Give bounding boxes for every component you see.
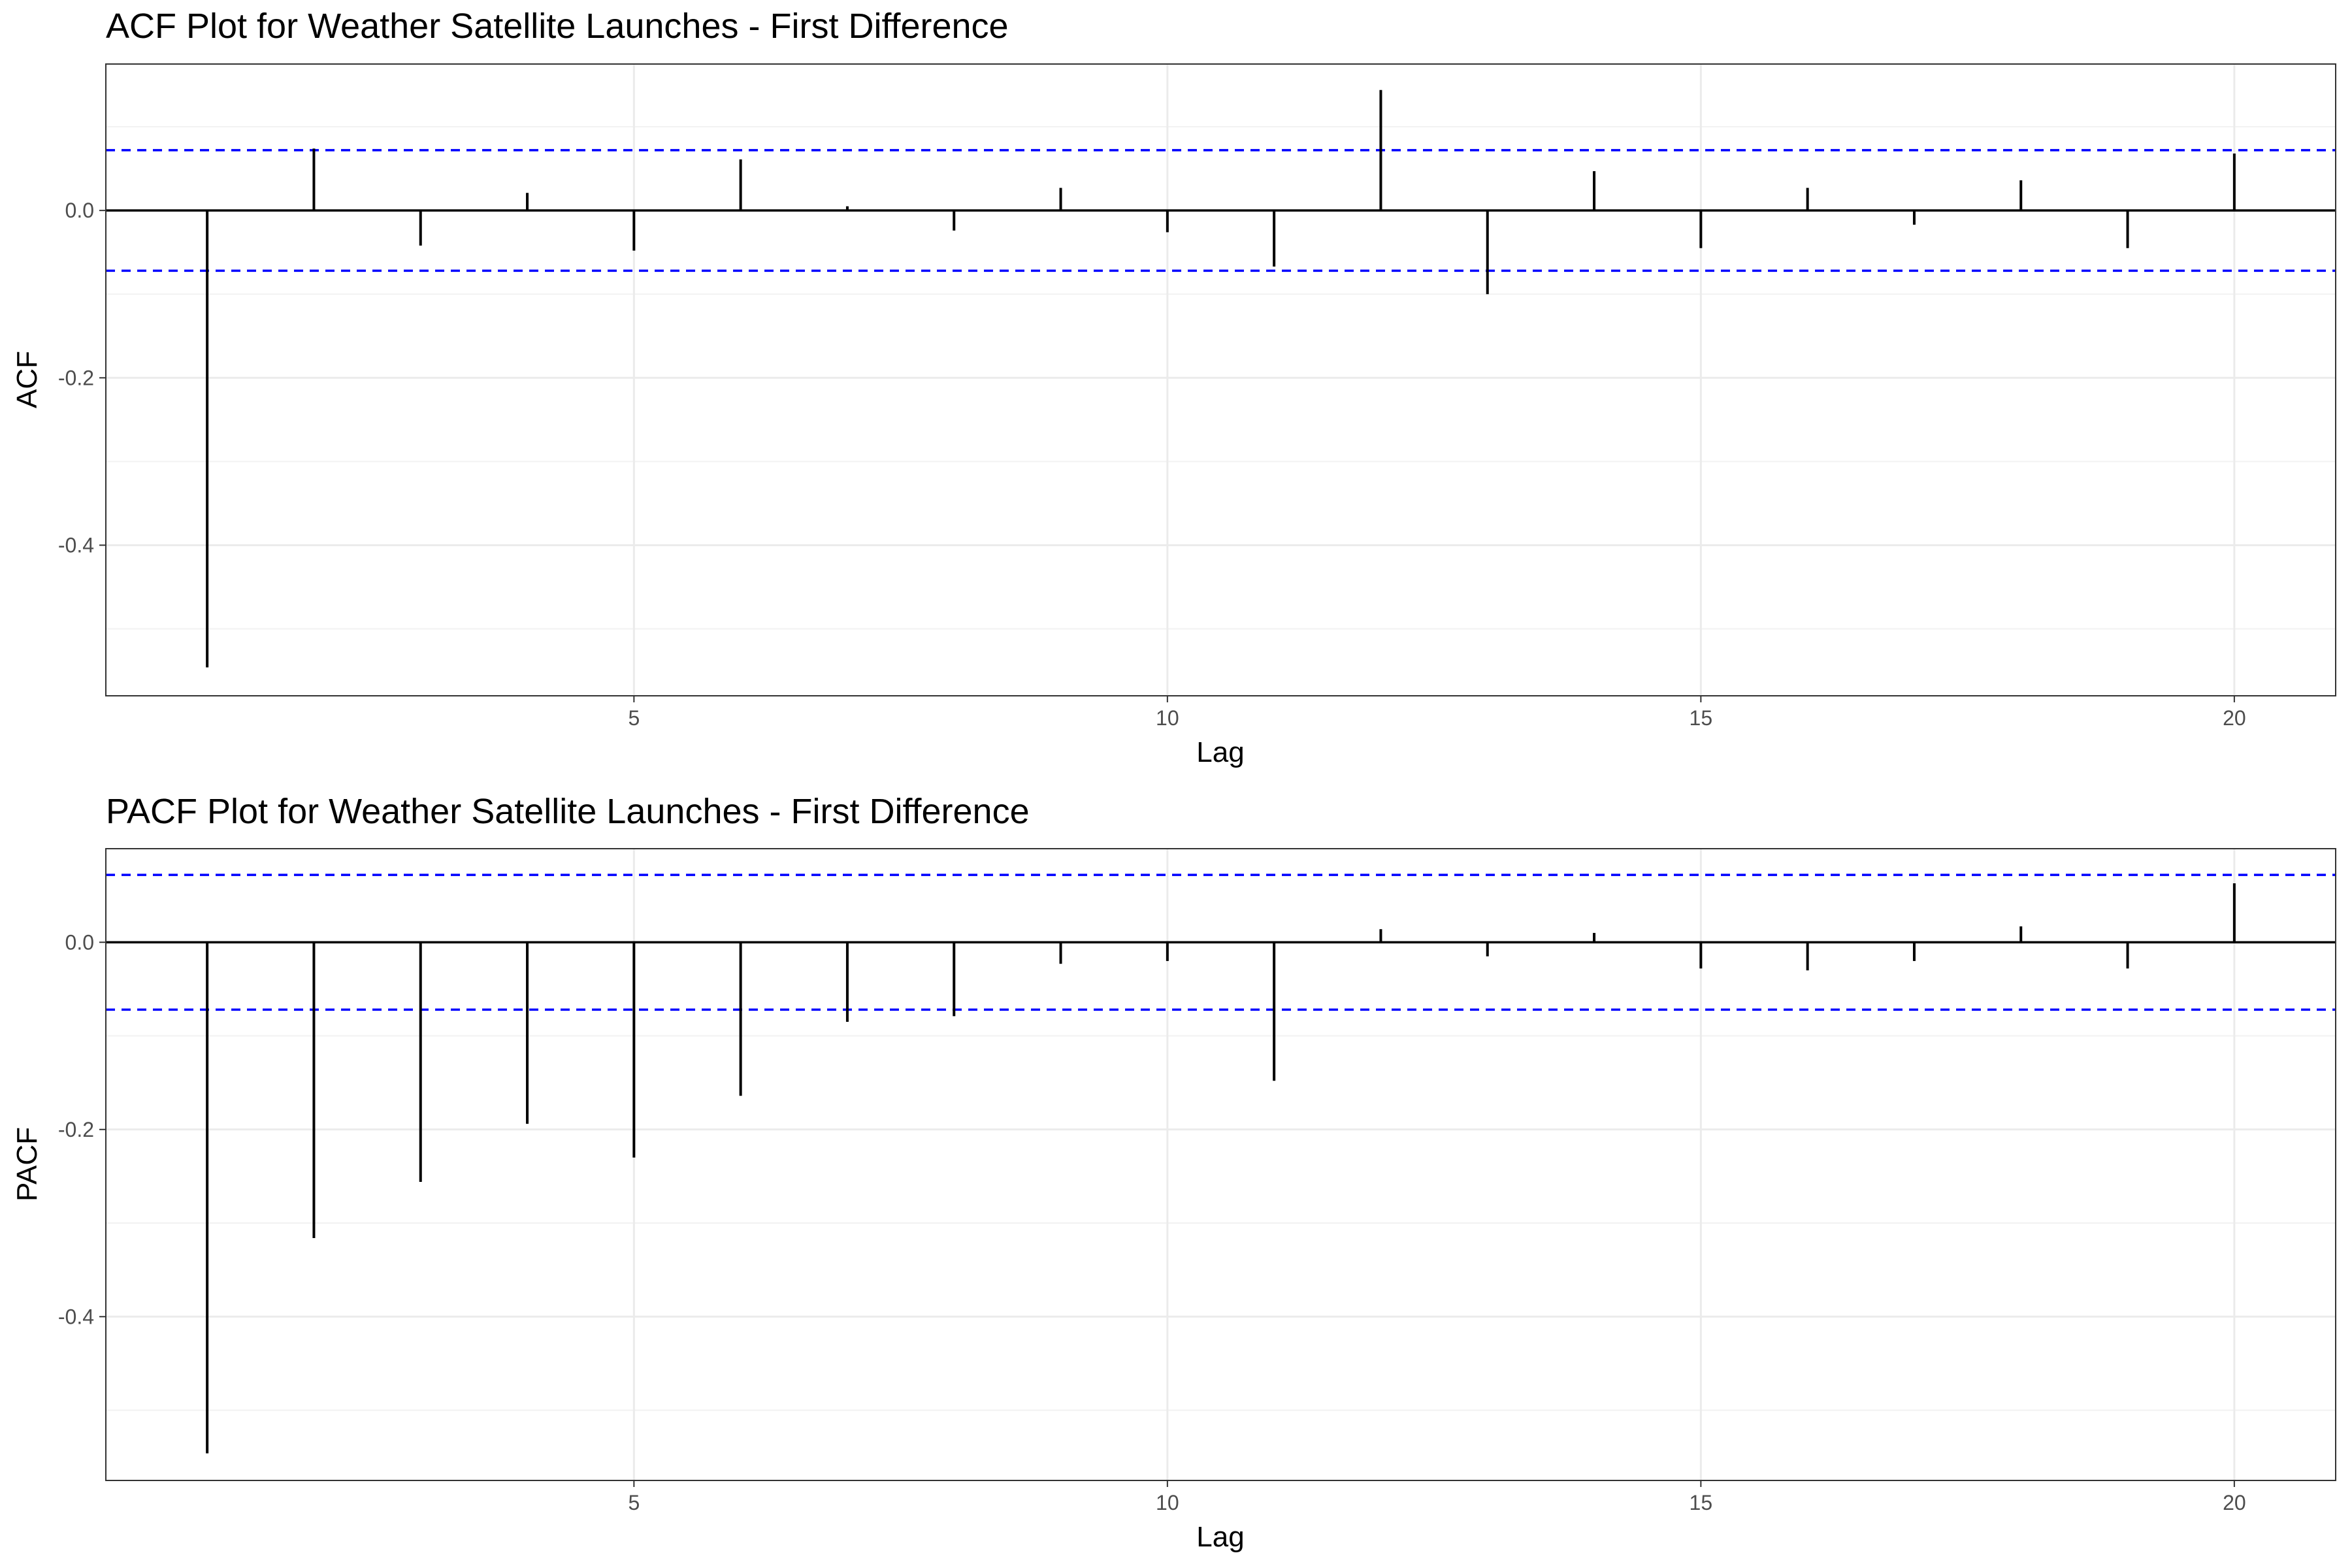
pacf-bars — [106, 874, 2336, 1454]
pacf-y-axis-title: PACF — [11, 1127, 43, 1201]
acf-y-tick-label: 0.0 — [65, 199, 94, 222]
pacf-x-tick-labels: 5 10 15 20 — [628, 1480, 2246, 1514]
pacf-x-axis-title: Lag — [1196, 1521, 1244, 1553]
acf-y-axis-title: ACF — [11, 351, 43, 408]
acf-x-axis-title: Lag — [1196, 736, 1244, 768]
acf-x-tick-label: 10 — [1156, 706, 1179, 730]
pacf-panel: PACF Plot for Weather Satellite Launches… — [11, 792, 2336, 1553]
acf-x-tick-label: 15 — [1690, 706, 1713, 730]
acf-gridlines — [106, 64, 2336, 696]
acf-chart-title: ACF Plot for Weather Satellite Launches … — [106, 7, 1009, 46]
acf-x-tick-labels: 5 10 15 20 — [628, 696, 2246, 730]
pacf-panel-border — [105, 848, 2336, 1481]
acf-panel-border — [105, 63, 2336, 696]
acf-bars — [106, 90, 2336, 668]
acf-y-tick-label: -0.2 — [58, 366, 94, 389]
pacf-y-tick-label: -0.2 — [58, 1118, 94, 1141]
pacf-x-tick-label: 5 — [628, 1491, 640, 1514]
acf-panel: ACF Plot for Weather Satellite Launches … — [11, 7, 2336, 768]
pacf-x-tick-label: 20 — [2223, 1491, 2246, 1514]
acf-x-tick-label: 20 — [2223, 706, 2246, 730]
pacf-y-tick-label: 0.0 — [65, 930, 94, 954]
pacf-chart-title: PACF Plot for Weather Satellite Launches… — [106, 792, 1030, 831]
pacf-x-tick-label: 15 — [1690, 1491, 1713, 1514]
pacf-x-tick-label: 10 — [1156, 1491, 1179, 1514]
acf-y-tick-label: -0.4 — [58, 533, 94, 557]
acf-x-tick-label: 5 — [628, 706, 640, 730]
pacf-y-tick-labels: -0.4 -0.2 0.0 — [58, 930, 106, 1328]
acf-y-tick-labels: -0.4 -0.2 0.0 — [58, 199, 106, 557]
pacf-y-tick-label: -0.4 — [58, 1305, 94, 1328]
pacf-gridlines — [106, 849, 2336, 1480]
